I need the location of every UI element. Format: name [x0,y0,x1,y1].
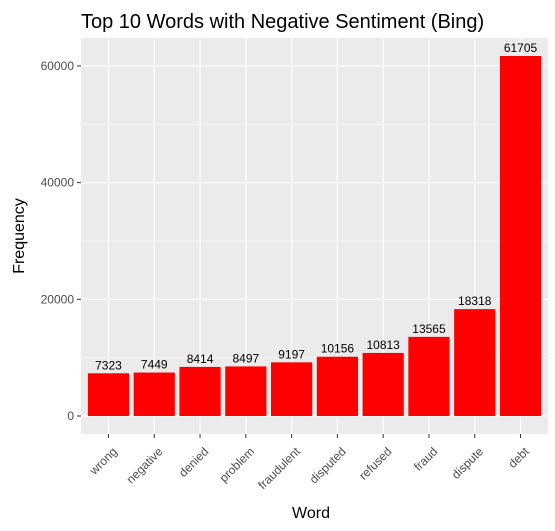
data-label-debt: 61705 [504,41,538,55]
x-axis-title: Word [292,505,330,522]
data-label-dispute: 18318 [458,294,492,308]
data-label-problem: 8497 [232,351,259,365]
bar-disputed [316,356,358,417]
y-axis-title: Frequency [11,198,28,274]
bars [87,55,542,417]
x-tick-label-debt: debt [505,444,532,471]
data-labels: 7323 7449 8414 8497 9197 10156 10813 13565 18318… [95,41,537,372]
x-tick-label-dispute: dispute [449,444,486,481]
x-tick-label-problem: problem [217,444,258,485]
x-tick-label-denied: denied [176,444,211,479]
data-label-fraud: 13565 [412,322,446,336]
x-tick-label-fraudulent: fraudulent [255,444,303,492]
x-tick-label-refused: refused [356,444,394,482]
bar-fraudulent [271,362,313,417]
y-tick-label: 20000 [41,292,75,306]
x-tick-label-fraud: fraud [411,444,440,473]
x-tick-label-wrong: wrong [86,444,120,478]
bar-refused [362,352,404,417]
x-tick-label-disputed: disputed [307,444,349,486]
data-label-negative: 7449 [141,358,168,372]
y-axis: 0 20000 40000 60000 [41,59,81,423]
chart-title: Top 10 Words with Negative Sentiment (Bi… [81,11,484,33]
y-tick-label: 40000 [41,176,75,190]
bar-wrong [87,373,130,417]
y-tick-label: 0 [67,409,74,423]
data-label-denied: 8414 [187,352,214,366]
bar-denied [179,366,221,417]
data-label-wrong: 7323 [95,358,122,372]
data-label-disputed: 10156 [321,342,355,356]
y-tick-label: 60000 [41,59,75,73]
bar-debt [499,55,542,417]
x-tick-label-negative: negative [124,444,166,486]
bar-negative [133,372,175,417]
data-label-refused: 10813 [366,338,400,352]
data-label-fraudulent: 9197 [278,347,305,361]
bar-problem [225,366,267,417]
bar-fraud [408,336,450,417]
bar-dispute [454,309,496,417]
